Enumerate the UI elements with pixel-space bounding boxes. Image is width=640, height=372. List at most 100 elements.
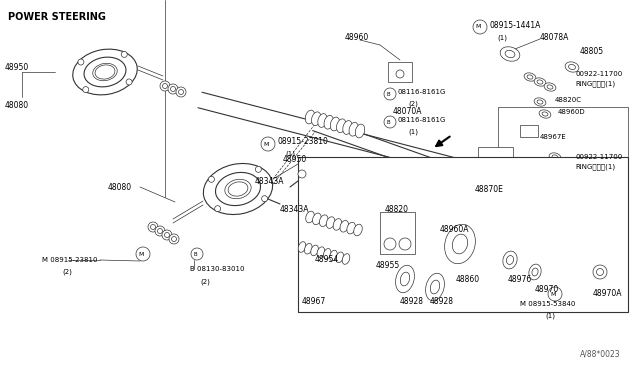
Text: 48805: 48805 (580, 48, 604, 57)
Text: 48960D: 48960D (558, 109, 586, 115)
Text: 48860: 48860 (456, 276, 480, 285)
Ellipse shape (547, 85, 553, 89)
Circle shape (78, 59, 84, 65)
Ellipse shape (298, 242, 306, 252)
Circle shape (155, 226, 165, 236)
Circle shape (163, 83, 168, 89)
Circle shape (261, 137, 275, 151)
Circle shape (396, 70, 404, 78)
Text: M: M (476, 25, 481, 29)
Bar (520, 125, 538, 137)
Text: 48078A: 48078A (540, 33, 570, 42)
Ellipse shape (306, 211, 314, 223)
Circle shape (209, 176, 214, 182)
Ellipse shape (562, 160, 568, 164)
Circle shape (384, 238, 396, 250)
Ellipse shape (355, 124, 365, 138)
Circle shape (399, 238, 411, 250)
Circle shape (162, 230, 172, 240)
Ellipse shape (340, 221, 349, 232)
Text: A/88*0023: A/88*0023 (580, 350, 621, 359)
Ellipse shape (534, 78, 546, 86)
Ellipse shape (204, 163, 273, 215)
Circle shape (593, 265, 607, 279)
Circle shape (176, 87, 186, 97)
Text: 48928: 48928 (400, 298, 424, 307)
Text: B 08130-83010: B 08130-83010 (190, 266, 244, 272)
Ellipse shape (319, 215, 328, 227)
Ellipse shape (568, 64, 575, 70)
Ellipse shape (330, 250, 337, 261)
Bar (388, 62, 412, 82)
Ellipse shape (349, 122, 358, 136)
Text: M 08915-53840: M 08915-53840 (520, 301, 575, 307)
Text: 08915-23810: 08915-23810 (278, 138, 329, 147)
Text: M: M (138, 251, 144, 257)
Text: B: B (386, 119, 390, 125)
Text: (1): (1) (285, 151, 295, 157)
Text: (2): (2) (62, 269, 72, 275)
Ellipse shape (544, 83, 556, 91)
Circle shape (172, 237, 177, 241)
Circle shape (164, 232, 170, 237)
Ellipse shape (534, 98, 546, 106)
Bar (380, 212, 415, 254)
Ellipse shape (228, 182, 248, 196)
Text: 48970: 48970 (535, 285, 559, 295)
Text: RINGリング(1): RINGリング(1) (575, 81, 615, 87)
Ellipse shape (93, 63, 117, 81)
Circle shape (298, 170, 306, 178)
Circle shape (136, 247, 150, 261)
Text: 48070A: 48070A (393, 108, 422, 116)
Ellipse shape (542, 112, 548, 116)
Ellipse shape (305, 243, 312, 254)
Text: (1): (1) (408, 129, 418, 135)
Ellipse shape (537, 80, 543, 84)
Ellipse shape (342, 254, 350, 264)
Ellipse shape (426, 273, 444, 301)
Ellipse shape (552, 155, 558, 159)
Text: 48343A: 48343A (280, 205, 310, 214)
Text: 48954: 48954 (315, 256, 339, 264)
Ellipse shape (312, 112, 321, 126)
Text: 48976: 48976 (508, 275, 532, 283)
Circle shape (214, 206, 221, 212)
Ellipse shape (400, 272, 410, 286)
Ellipse shape (524, 73, 536, 81)
Ellipse shape (311, 245, 318, 256)
Text: 48080: 48080 (108, 183, 132, 192)
Ellipse shape (532, 268, 538, 276)
Text: M: M (263, 141, 269, 147)
Text: B: B (193, 251, 197, 257)
Ellipse shape (333, 219, 342, 230)
Ellipse shape (216, 172, 260, 206)
Ellipse shape (537, 100, 543, 104)
Circle shape (473, 20, 487, 34)
Ellipse shape (343, 121, 352, 134)
Text: 00922-11700: 00922-11700 (575, 71, 622, 77)
Circle shape (126, 79, 132, 85)
Ellipse shape (225, 179, 251, 199)
Circle shape (121, 51, 127, 57)
Circle shape (168, 84, 178, 94)
Ellipse shape (500, 47, 520, 61)
Ellipse shape (95, 65, 115, 79)
Ellipse shape (312, 213, 321, 225)
Text: 08116-8161G: 08116-8161G (398, 89, 446, 95)
Text: 48960A: 48960A (440, 225, 470, 234)
Text: 48870E: 48870E (475, 185, 504, 193)
Ellipse shape (559, 158, 571, 166)
Circle shape (160, 81, 170, 91)
Text: 48955: 48955 (376, 260, 400, 269)
Text: (2): (2) (408, 101, 418, 107)
Ellipse shape (336, 252, 344, 263)
Text: 48343A: 48343A (255, 177, 285, 186)
Circle shape (255, 166, 261, 172)
Text: 48967E: 48967E (540, 134, 567, 140)
Ellipse shape (505, 50, 515, 58)
Text: 48967: 48967 (302, 298, 326, 307)
Ellipse shape (354, 224, 362, 236)
Text: 48950: 48950 (5, 62, 29, 71)
Text: POWER STEERING: POWER STEERING (8, 12, 106, 22)
Bar (298, 157, 628, 312)
